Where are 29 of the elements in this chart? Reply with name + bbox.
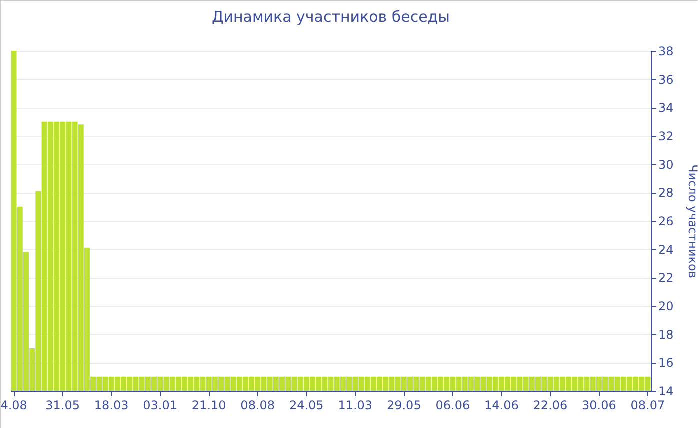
x-tick-label: 03.01: [143, 398, 178, 412]
x-tick-label: 29.05: [386, 398, 422, 412]
y-tick-label: 30: [658, 158, 674, 172]
y-tick-label: 20: [658, 300, 674, 314]
y-tick-label: 34: [658, 101, 674, 116]
y-tick-label: 36: [658, 72, 674, 87]
y-tick-label: 24: [658, 242, 674, 257]
x-tick-label: 22.06: [533, 398, 568, 412]
y-tick-label: 22: [658, 271, 674, 286]
y-tick-label: 14: [658, 384, 674, 398]
y-tick-label: 32: [658, 130, 674, 144]
x-tick-label: 11.03: [338, 398, 373, 412]
y-tick-label: 28: [658, 186, 674, 200]
x-tick-label: 14.06: [484, 398, 519, 412]
x-tick-label: 24.05: [289, 398, 324, 412]
y-tick-label: 38: [658, 44, 674, 58]
x-tick-label: 18.03: [94, 398, 129, 412]
x-tick-label: 08.07: [630, 398, 666, 412]
x-tick-label: 08.08: [240, 398, 276, 412]
x-tick-label: 06.06: [436, 398, 470, 412]
chart-title: Динамика участников беседы: [212, 8, 450, 26]
y-tick-label: 26: [658, 214, 674, 228]
x-tick-label: 30.06: [582, 398, 616, 412]
y-tick-label: 18: [658, 328, 674, 342]
x-tick-label: 4.08: [0, 398, 28, 412]
x-tick-label: 21.10: [192, 398, 226, 412]
y-axis-title: Число участников: [686, 164, 700, 278]
y-tick-label: 16: [658, 356, 674, 370]
x-tick-label: 31.05: [46, 398, 80, 412]
